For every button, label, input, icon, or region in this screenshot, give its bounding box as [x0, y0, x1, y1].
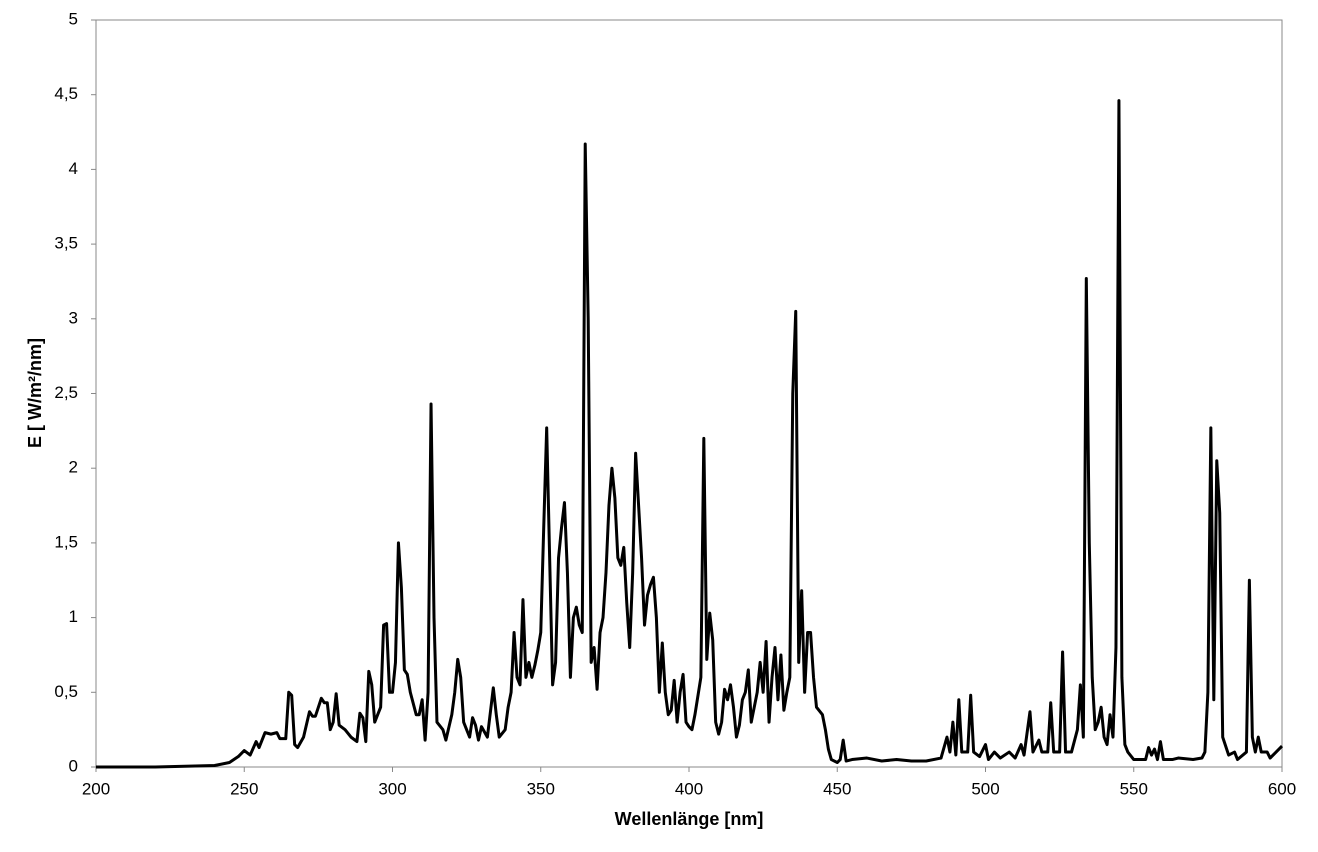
y-tick-label: 3,5	[54, 234, 78, 253]
y-tick-label: 3	[69, 308, 78, 327]
y-tick-label: 4,5	[54, 84, 78, 103]
y-tick-label: 2	[69, 458, 78, 477]
y-tick-label: 1	[69, 607, 78, 626]
y-tick-label: 4	[69, 159, 78, 178]
y-tick-label: 2,5	[54, 383, 78, 402]
y-tick-label: 0,5	[54, 682, 78, 701]
x-tick-label: 500	[971, 779, 999, 798]
y-axis-title: E [ W/m²/nm]	[25, 338, 45, 448]
spectrum-line	[96, 99, 1284, 769]
x-tick-label: 250	[230, 779, 258, 798]
x-tick-label: 350	[527, 779, 555, 798]
x-tick-label: 200	[82, 779, 110, 798]
x-tick-label: 550	[1120, 779, 1148, 798]
plot-frame	[95, 19, 1283, 768]
x-tick-label: 400	[675, 779, 703, 798]
y-tick-label: 0	[69, 756, 78, 775]
x-tick-label: 450	[823, 779, 851, 798]
y-tick-label: 1,5	[54, 532, 78, 551]
y-tick-label: 5	[69, 9, 78, 28]
x-tick-label: 600	[1268, 779, 1296, 798]
x-tick-label: 300	[378, 779, 406, 798]
x-axis-title: Wellenlänge [nm]	[615, 809, 764, 829]
